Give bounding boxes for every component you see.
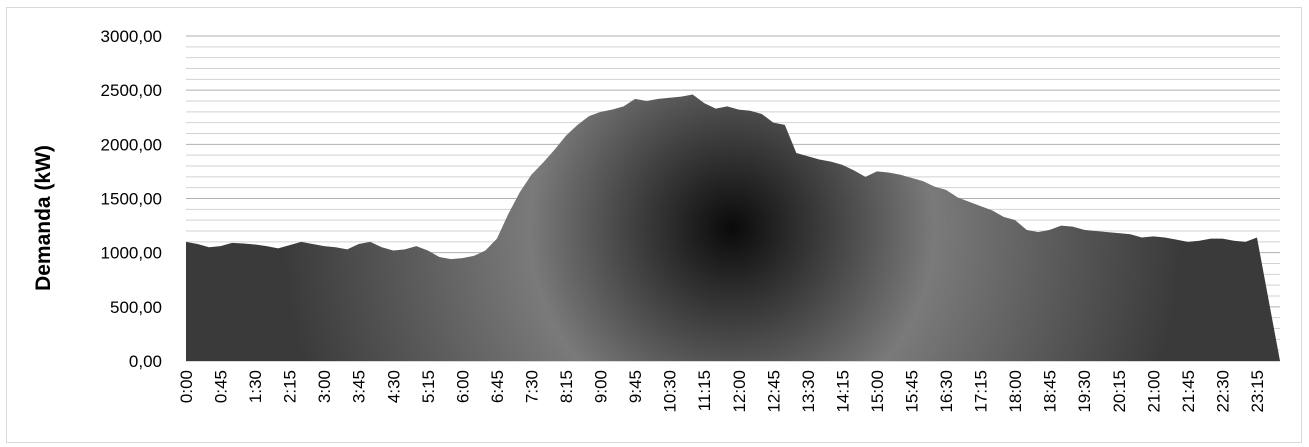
x-tick-label: 21:00 (1144, 370, 1163, 413)
y-tick-label: 2000,00 (101, 135, 162, 154)
x-tick-label: 13:30 (799, 370, 818, 413)
x-tick-label: 0:00 (177, 370, 196, 403)
x-tick-label: 9:00 (592, 370, 611, 403)
y-axis-ticks: 0,00 500,00 1000,00 1500,00 2000,00 2500,00 30… (101, 27, 162, 371)
x-axis-ticks: 0:00 0:45 1:30 2:15 3:00 3:45 4:30 5:15 6:00 6:45… (177, 370, 1267, 413)
x-tick-label: 6:45 (488, 370, 507, 403)
x-tick-label: 22:30 (1213, 370, 1232, 413)
x-tick-label: 20:15 (1110, 370, 1129, 413)
x-tick-label: 19:30 (1075, 370, 1094, 413)
x-tick-label: 9:45 (626, 370, 645, 403)
demand-area (186, 94, 1280, 361)
x-tick-label: 18:00 (1006, 370, 1025, 413)
x-tick-label: 6:00 (453, 370, 472, 403)
y-tick-label: 1500,00 (101, 190, 162, 209)
y-axis-label: Demanda (kW) (32, 145, 55, 291)
x-tick-label: 12:00 (730, 370, 749, 413)
x-tick-label: 15:45 (902, 370, 921, 413)
y-tick-label: 3000,00 (101, 27, 162, 46)
x-tick-label: 7:30 (522, 370, 541, 403)
y-tick-label: 500,00 (110, 298, 162, 317)
x-tick-label: 0:45 (212, 370, 231, 403)
y-tick-label: 2500,00 (101, 81, 162, 100)
x-tick-label: 16:30 (937, 370, 956, 413)
x-tick-label: 14:15 (833, 370, 852, 413)
series-area (186, 94, 1280, 361)
x-tick-label: 2:15 (281, 370, 300, 403)
x-tick-label: 18:45 (1041, 370, 1060, 413)
x-tick-label: 12:45 (764, 370, 783, 413)
x-tick-label: 3:00 (315, 370, 334, 403)
y-tick-label: 0,00 (129, 352, 162, 371)
x-tick-label: 10:30 (661, 370, 680, 413)
x-tick-label: 4:30 (384, 370, 403, 403)
y-tick-label: 1000,00 (101, 244, 162, 263)
x-tick-label: 8:15 (557, 370, 576, 403)
x-tick-label: 5:15 (419, 370, 438, 403)
x-tick-label: 3:45 (350, 370, 369, 403)
x-tick-label: 1:30 (246, 370, 265, 403)
x-tick-label: 15:00 (868, 370, 887, 413)
x-tick-label: 17:15 (972, 370, 991, 413)
x-tick-label: 23:15 (1248, 370, 1267, 413)
x-tick-label: 21:45 (1179, 370, 1198, 413)
x-tick-label: 11:15 (695, 370, 714, 411)
